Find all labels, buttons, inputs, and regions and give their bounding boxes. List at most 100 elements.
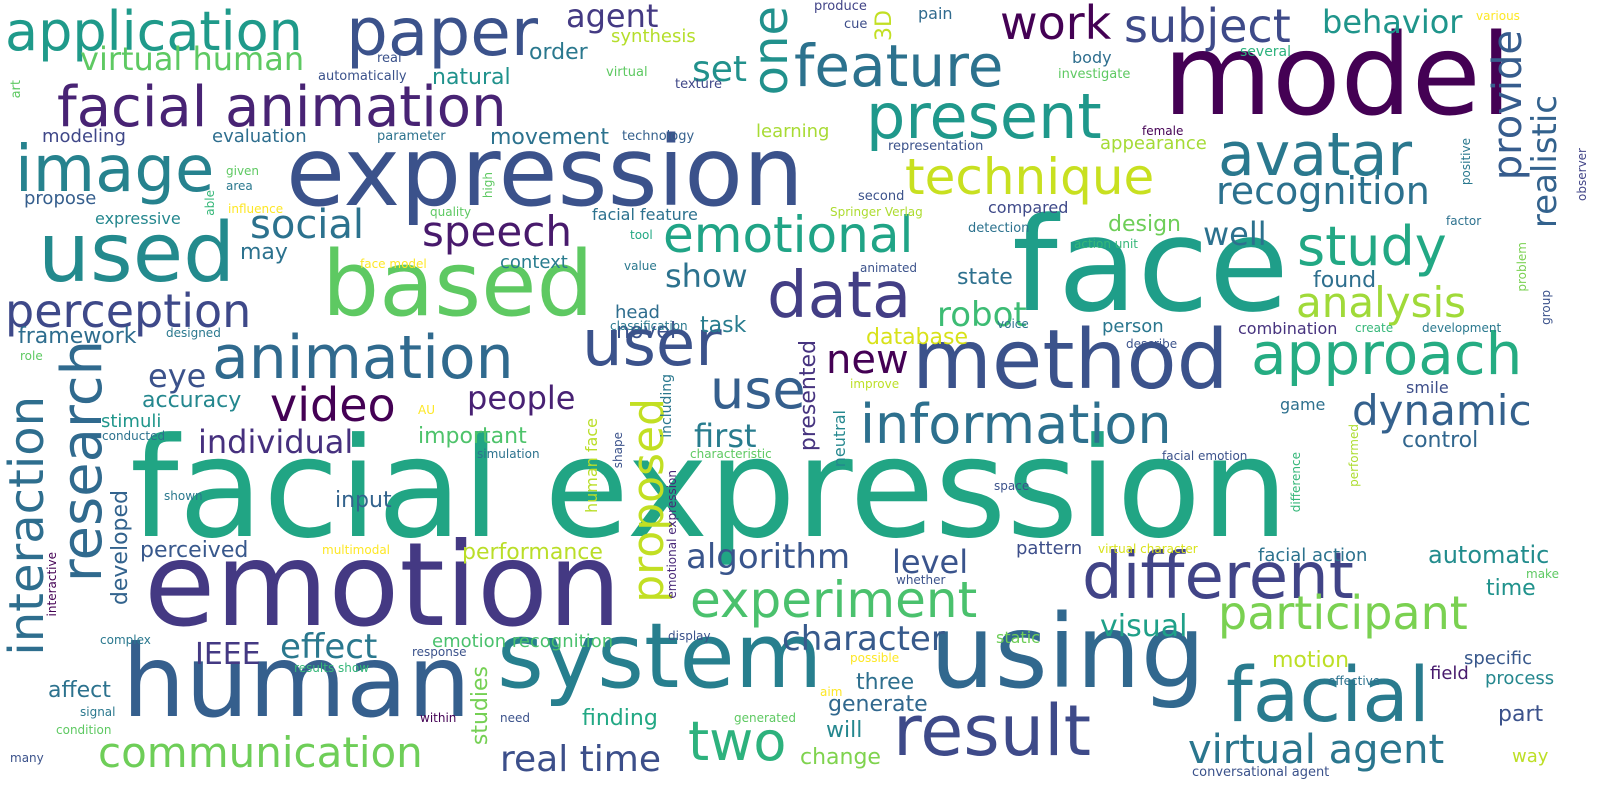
word: effect xyxy=(280,627,378,667)
word: designed xyxy=(166,326,221,340)
word: level xyxy=(892,543,969,581)
word: movement xyxy=(490,125,609,150)
word: character xyxy=(782,619,945,659)
word: task xyxy=(700,313,747,338)
word: real time xyxy=(500,739,661,780)
word: study xyxy=(1297,215,1447,278)
word: three xyxy=(856,670,915,695)
word: face model xyxy=(360,257,427,271)
word: technology xyxy=(622,129,695,144)
word: different xyxy=(1082,540,1354,614)
word: including xyxy=(659,374,675,438)
word: time xyxy=(1486,576,1536,601)
word: many xyxy=(10,751,44,765)
word: real xyxy=(377,51,402,66)
word: virtual agent xyxy=(1188,727,1445,773)
word: studies xyxy=(468,666,493,746)
word: detection xyxy=(968,221,1030,236)
word: within xyxy=(420,711,457,725)
word: able xyxy=(203,190,217,216)
word: emotional expression xyxy=(665,470,679,599)
word: results show xyxy=(294,661,370,675)
word: emotional xyxy=(663,206,914,264)
word: recognition xyxy=(1216,169,1430,213)
word: smile xyxy=(1406,378,1449,397)
word: observer xyxy=(1575,148,1589,201)
word: emotion recognition xyxy=(432,631,614,652)
word: will xyxy=(826,718,863,743)
word: context xyxy=(500,252,568,273)
word: database xyxy=(866,325,968,350)
word: behavior xyxy=(1322,3,1463,41)
word: produce xyxy=(814,0,867,14)
word: shape xyxy=(611,432,625,469)
word: robot xyxy=(937,295,1027,335)
word: neutral xyxy=(830,410,849,468)
word: shown xyxy=(164,489,203,503)
word: interaction xyxy=(0,396,55,656)
word: new xyxy=(826,337,909,383)
word: approach xyxy=(1251,320,1523,388)
word: compared xyxy=(988,198,1069,217)
word: action unit xyxy=(1074,237,1139,251)
word: facial expression xyxy=(130,408,1289,569)
word: data xyxy=(767,259,912,333)
word: using xyxy=(930,593,1206,712)
word: first xyxy=(694,417,757,455)
word: subject xyxy=(1124,0,1291,53)
word: combination xyxy=(1238,319,1338,338)
word: modeling xyxy=(42,126,126,147)
word: human face xyxy=(582,418,601,513)
word: facial feature xyxy=(592,205,698,224)
word: conducted xyxy=(102,429,166,443)
word: motion xyxy=(1272,648,1350,673)
word: model xyxy=(1163,11,1512,141)
word: result xyxy=(893,690,1092,772)
word: conversational agent xyxy=(1192,765,1330,780)
word: investigate xyxy=(1058,67,1131,82)
word: virtual human xyxy=(80,40,305,78)
word: user xyxy=(582,307,722,381)
word: perception xyxy=(5,284,252,338)
word: virtual character xyxy=(1098,542,1198,556)
word: area xyxy=(226,179,253,193)
word: facial xyxy=(1226,650,1430,739)
word: one xyxy=(743,6,799,96)
word: animation xyxy=(212,323,514,393)
word: static xyxy=(996,628,1040,647)
word: accuracy xyxy=(142,388,242,413)
word: feature xyxy=(794,32,1004,100)
word: algorithm xyxy=(686,537,851,577)
word: possible xyxy=(850,651,900,665)
word: process xyxy=(1485,668,1555,689)
word: characteristic xyxy=(690,447,772,461)
word: human xyxy=(122,623,471,740)
word: speech xyxy=(422,207,572,256)
word: use xyxy=(710,358,806,421)
word: finding xyxy=(582,706,658,731)
word: game xyxy=(1280,395,1326,414)
word: found xyxy=(1313,268,1377,293)
word: face xyxy=(1012,189,1289,341)
word: pain xyxy=(918,4,953,23)
word: presented xyxy=(796,340,821,452)
word: well xyxy=(1203,215,1267,253)
word: automatic xyxy=(1428,541,1550,569)
word: social xyxy=(250,202,365,248)
word: stimuli xyxy=(101,411,162,432)
word: whether xyxy=(896,573,946,587)
word: avatar xyxy=(1218,120,1413,190)
word: parameter xyxy=(377,129,446,144)
word: female xyxy=(1142,124,1184,138)
word: design xyxy=(1108,212,1181,237)
word: show xyxy=(665,257,748,295)
word: technique xyxy=(905,148,1155,206)
word: second xyxy=(858,189,905,204)
word: improve xyxy=(850,377,900,391)
word: given xyxy=(226,164,260,178)
word: paper xyxy=(346,0,538,71)
word: voice xyxy=(997,317,1029,331)
word: texture xyxy=(675,77,722,92)
word: eye xyxy=(148,357,207,395)
word: dynamic xyxy=(1352,386,1532,435)
